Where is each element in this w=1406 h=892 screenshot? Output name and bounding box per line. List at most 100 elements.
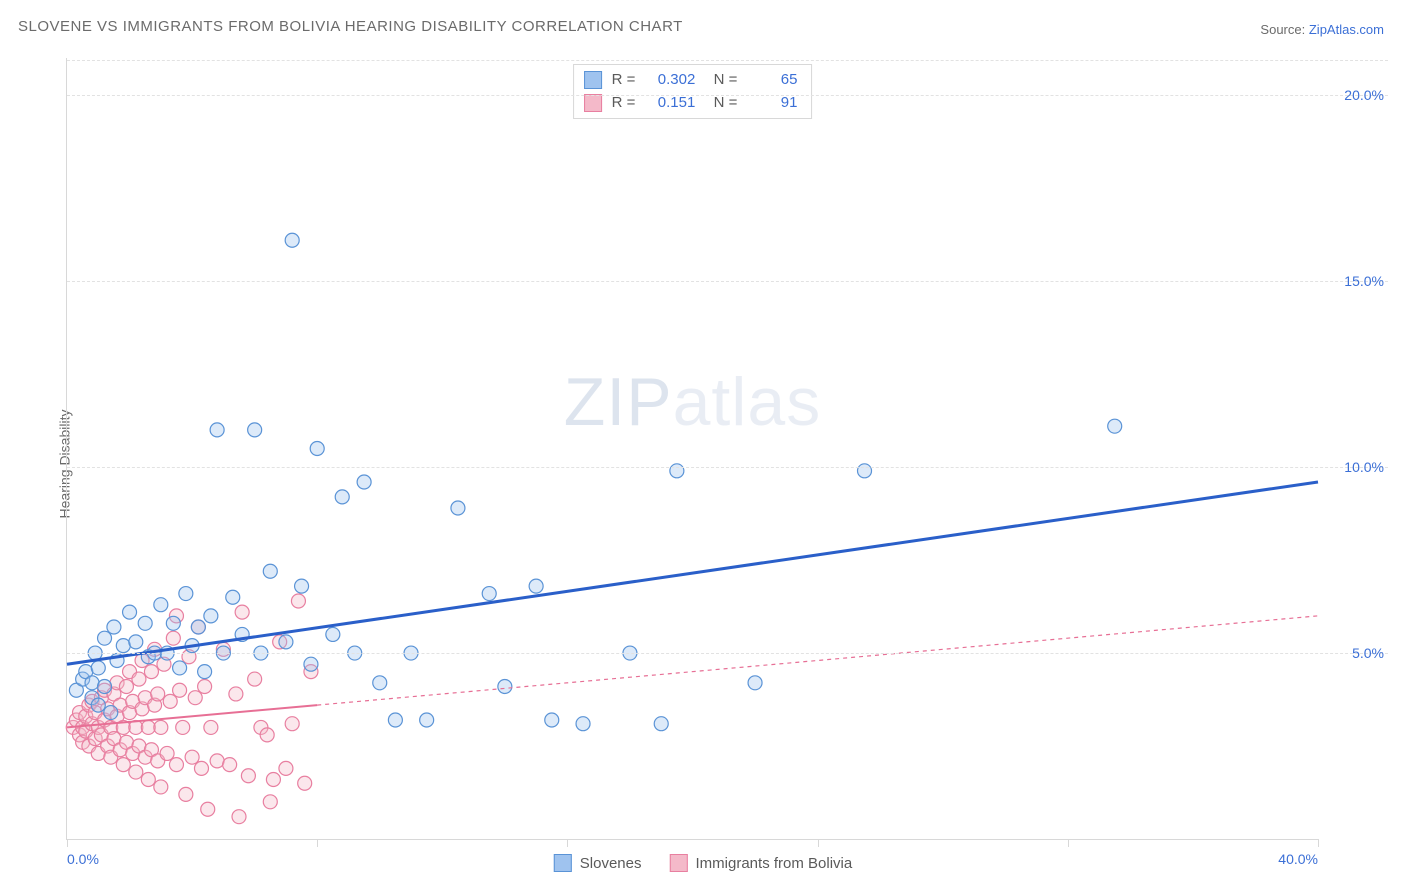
data-point — [198, 665, 212, 679]
y-tick-label: 15.0% — [1344, 273, 1384, 289]
correlation-legend: R =0.302 N =65R =0.151 N =91 — [573, 64, 813, 119]
x-tick-label: 0.0% — [67, 851, 99, 867]
data-point — [188, 691, 202, 705]
data-point — [176, 720, 190, 734]
x-tick-label: 40.0% — [1278, 851, 1318, 867]
data-point — [91, 661, 105, 675]
data-point — [1108, 419, 1122, 433]
plot-area: ZIPatlas R =0.302 N =65R =0.151 N =91 5.… — [66, 58, 1318, 840]
legend-n-label: N = — [705, 69, 737, 92]
x-tick — [67, 839, 68, 847]
legend-r-label: R = — [612, 69, 636, 92]
data-point — [260, 728, 274, 742]
data-point — [285, 233, 299, 247]
data-point — [154, 780, 168, 794]
data-point — [482, 587, 496, 601]
legend-swatch — [584, 94, 602, 112]
data-point — [748, 676, 762, 690]
gridline — [67, 653, 1388, 654]
trend-line-extrapolated — [317, 616, 1318, 705]
data-point — [326, 627, 340, 641]
legend-swatch — [554, 854, 572, 872]
legend-item: Slovenes — [554, 854, 642, 872]
data-point — [279, 635, 293, 649]
y-tick-label: 20.0% — [1344, 87, 1384, 103]
data-point — [123, 605, 137, 619]
data-point — [198, 680, 212, 694]
gridline — [67, 281, 1388, 282]
data-point — [154, 598, 168, 612]
legend-swatch — [670, 854, 688, 872]
data-point — [138, 616, 152, 630]
source-link[interactable]: ZipAtlas.com — [1309, 22, 1384, 37]
data-point — [98, 631, 112, 645]
data-point — [279, 761, 293, 775]
data-point — [304, 657, 318, 671]
data-point — [166, 616, 180, 630]
data-point — [141, 772, 155, 786]
data-point — [291, 594, 305, 608]
legend-label: Slovenes — [580, 855, 642, 872]
data-point — [654, 717, 668, 731]
chart-svg — [67, 58, 1318, 839]
source-attribution: Source: ZipAtlas.com — [1260, 22, 1384, 37]
data-point — [545, 713, 559, 727]
data-point — [119, 680, 133, 694]
data-point — [144, 665, 158, 679]
x-tick — [1068, 839, 1069, 847]
gridline — [67, 95, 1388, 96]
data-point — [298, 776, 312, 790]
data-point — [141, 720, 155, 734]
data-point — [173, 683, 187, 697]
legend-row: R =0.302 N =65 — [584, 69, 798, 92]
data-point — [210, 423, 224, 437]
data-point — [116, 758, 130, 772]
data-point — [576, 717, 590, 731]
legend-item: Immigrants from Bolivia — [670, 854, 853, 872]
gridline — [67, 467, 1388, 468]
x-tick — [317, 839, 318, 847]
data-point — [388, 713, 402, 727]
series-legend: Slovenes Immigrants from Bolivia — [554, 854, 852, 872]
data-point — [154, 720, 168, 734]
data-point — [223, 758, 237, 772]
chart-container: Hearing Disability ZIPatlas R =0.302 N =… — [18, 48, 1388, 880]
data-point — [335, 490, 349, 504]
data-point — [529, 579, 543, 593]
data-point — [210, 754, 224, 768]
data-point — [263, 564, 277, 578]
legend-label: Immigrants from Bolivia — [696, 855, 853, 872]
data-point — [129, 765, 143, 779]
data-point — [263, 795, 277, 809]
data-point — [498, 680, 512, 694]
data-point — [132, 672, 146, 686]
data-point — [173, 661, 187, 675]
data-point — [169, 758, 183, 772]
chart-title: SLOVENE VS IMMIGRANTS FROM BOLIVIA HEARI… — [18, 18, 683, 35]
gridline — [67, 60, 1388, 61]
x-tick — [1318, 839, 1319, 847]
data-point — [858, 464, 872, 478]
data-point — [204, 609, 218, 623]
data-point — [266, 772, 280, 786]
data-point — [116, 639, 130, 653]
data-point — [357, 475, 371, 489]
data-point — [91, 698, 105, 712]
data-point — [160, 746, 174, 760]
data-point — [248, 423, 262, 437]
data-point — [179, 787, 193, 801]
data-point — [295, 579, 309, 593]
data-point — [104, 706, 118, 720]
data-point — [229, 687, 243, 701]
data-point — [232, 810, 246, 824]
legend-n-value: 65 — [747, 69, 797, 92]
data-point — [107, 620, 121, 634]
data-point — [129, 635, 143, 649]
x-tick — [567, 839, 568, 847]
data-point — [166, 631, 180, 645]
source-label: Source: — [1260, 22, 1305, 37]
data-point — [248, 672, 262, 686]
data-point — [194, 761, 208, 775]
data-point — [373, 676, 387, 690]
data-point — [420, 713, 434, 727]
